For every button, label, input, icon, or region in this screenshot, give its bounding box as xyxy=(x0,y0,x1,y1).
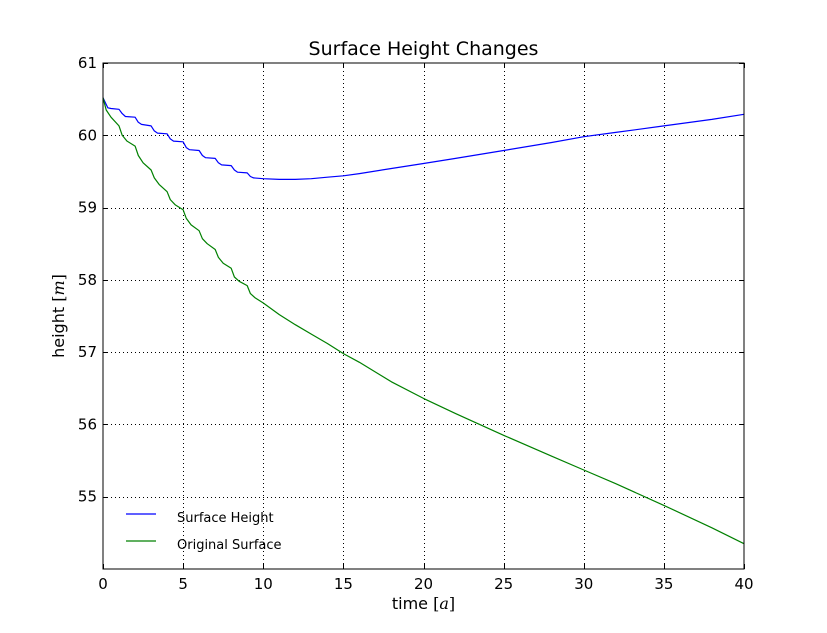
legend-label-surface-height: Surface Height xyxy=(177,511,274,526)
x-axis-unit: a xyxy=(439,594,449,613)
y-axis-label-text: height xyxy=(49,307,68,358)
y-axis-label: height [m] xyxy=(49,274,68,358)
legend-label-original-surface: Original Surface xyxy=(177,538,282,553)
plot-background xyxy=(103,63,744,569)
x-axis-label: time [a] xyxy=(392,594,455,613)
x-tick-label: 40 xyxy=(734,575,753,593)
axis-ticks xyxy=(103,63,745,569)
series-line-surface-height xyxy=(102,97,745,180)
x-axis-unit-close: ] xyxy=(449,594,455,613)
y-axis-unit-open: [ xyxy=(49,296,68,302)
y-tick-label: 59 xyxy=(78,199,97,217)
chart-title: Surface Height Changes xyxy=(309,38,539,60)
x-axis-unit-open: [ xyxy=(433,594,439,613)
x-tick-label: 10 xyxy=(254,575,273,593)
x-tick-label: 30 xyxy=(574,575,593,593)
y-axis-unit: m xyxy=(49,280,68,295)
x-tick-label: 25 xyxy=(494,575,513,593)
x-tick-label: 5 xyxy=(178,575,188,593)
y-tick-label: 61 xyxy=(78,54,97,72)
y-tick-label: 56 xyxy=(78,415,97,433)
series-line-original-surface xyxy=(102,97,745,545)
x-tick-label: 15 xyxy=(334,575,353,593)
x-axis-label-text: time xyxy=(392,594,428,613)
x-tick-label: 20 xyxy=(414,575,433,593)
y-axis-unit-close: ] xyxy=(49,274,68,280)
y-tick-label: 58 xyxy=(78,271,97,289)
plot-frame xyxy=(102,62,745,570)
y-tick-label: 55 xyxy=(78,488,97,506)
y-tick-label: 60 xyxy=(78,126,97,144)
y-tick-label: 57 xyxy=(78,343,97,361)
legend: Surface Height Original Surface xyxy=(126,511,282,553)
x-tick-label: 35 xyxy=(654,575,673,593)
tick-labels: 0 5 10 15 20 25 30 35 40 55 56 57 58 59 60 61 xyxy=(78,54,754,593)
series-group xyxy=(102,97,745,545)
grid xyxy=(103,63,744,569)
x-tick-label: 0 xyxy=(98,575,108,593)
